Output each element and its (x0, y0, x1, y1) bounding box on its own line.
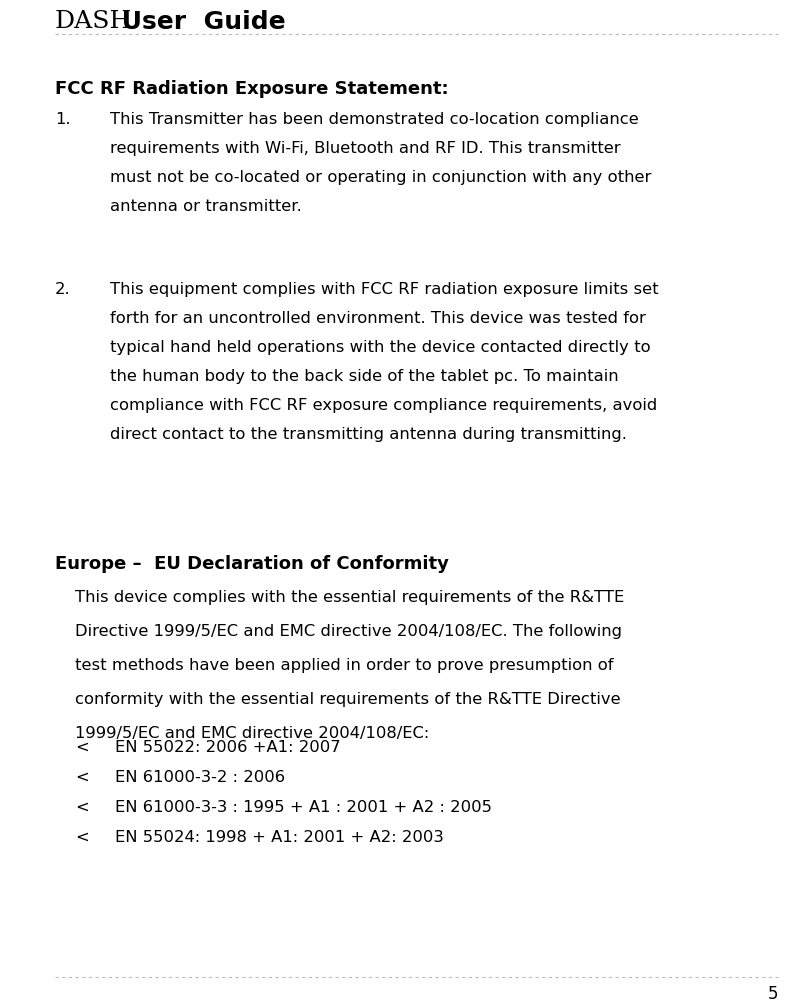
Text: Directive 1999/5/EC and EMC directive 2004/108/EC. The following: Directive 1999/5/EC and EMC directive 20… (75, 623, 622, 638)
Text: antenna or transmitter.: antenna or transmitter. (110, 198, 302, 213)
Text: 1999/5/EC and EMC directive 2004/108/EC:: 1999/5/EC and EMC directive 2004/108/EC: (75, 725, 429, 740)
Text: direct contact to the transmitting antenna during transmitting.: direct contact to the transmitting anten… (110, 427, 627, 442)
Text: forth for an uncontrolled environment. This device was tested for: forth for an uncontrolled environment. T… (110, 311, 646, 326)
Text: This device complies with the essential requirements of the R&TTE: This device complies with the essential … (75, 589, 624, 604)
Text: This equipment complies with FCC RF radiation exposure limits set: This equipment complies with FCC RF radi… (110, 282, 659, 297)
Text: EN 61000-3-2 : 2006: EN 61000-3-2 : 2006 (115, 770, 285, 785)
Text: typical hand held operations with the device contacted directly to: typical hand held operations with the de… (110, 340, 651, 355)
Text: 1.: 1. (55, 112, 70, 127)
Text: FCC RF Radiation Exposure Statement:: FCC RF Radiation Exposure Statement: (55, 80, 448, 98)
Text: compliance with FCC RF exposure compliance requirements, avoid: compliance with FCC RF exposure complian… (110, 398, 657, 413)
Text: <: < (75, 830, 89, 844)
Text: <: < (75, 770, 89, 785)
Text: EN 55022: 2006 +A1: 2007: EN 55022: 2006 +A1: 2007 (115, 739, 340, 755)
Text: 2.: 2. (55, 282, 71, 297)
Text: EN 61000-3-3 : 1995 + A1 : 2001 + A2 : 2005: EN 61000-3-3 : 1995 + A1 : 2001 + A2 : 2… (115, 800, 492, 815)
Text: must not be co-located or operating in conjunction with any other: must not be co-located or operating in c… (110, 169, 652, 184)
Text: 5: 5 (768, 984, 778, 1002)
Text: This Transmitter has been demonstrated co-location compliance: This Transmitter has been demonstrated c… (110, 112, 639, 127)
Text: the human body to the back side of the tablet pc. To maintain: the human body to the back side of the t… (110, 369, 619, 384)
Text: conformity with the essential requirements of the R&TTE Directive: conformity with the essential requiremen… (75, 691, 621, 706)
Text: User  Guide: User Guide (113, 10, 285, 34)
Text: <: < (75, 800, 89, 815)
Text: <: < (75, 739, 89, 755)
Text: EN 55024: 1998 + A1: 2001 + A2: 2003: EN 55024: 1998 + A1: 2001 + A2: 2003 (115, 830, 444, 844)
Text: test methods have been applied in order to prove presumption of: test methods have been applied in order … (75, 657, 614, 672)
Text: Europe –  EU Declaration of Conformity: Europe – EU Declaration of Conformity (55, 554, 449, 572)
Text: requirements with Wi-Fi, Bluetooth and RF ID. This transmitter: requirements with Wi-Fi, Bluetooth and R… (110, 141, 621, 156)
Text: DASH: DASH (55, 10, 132, 33)
